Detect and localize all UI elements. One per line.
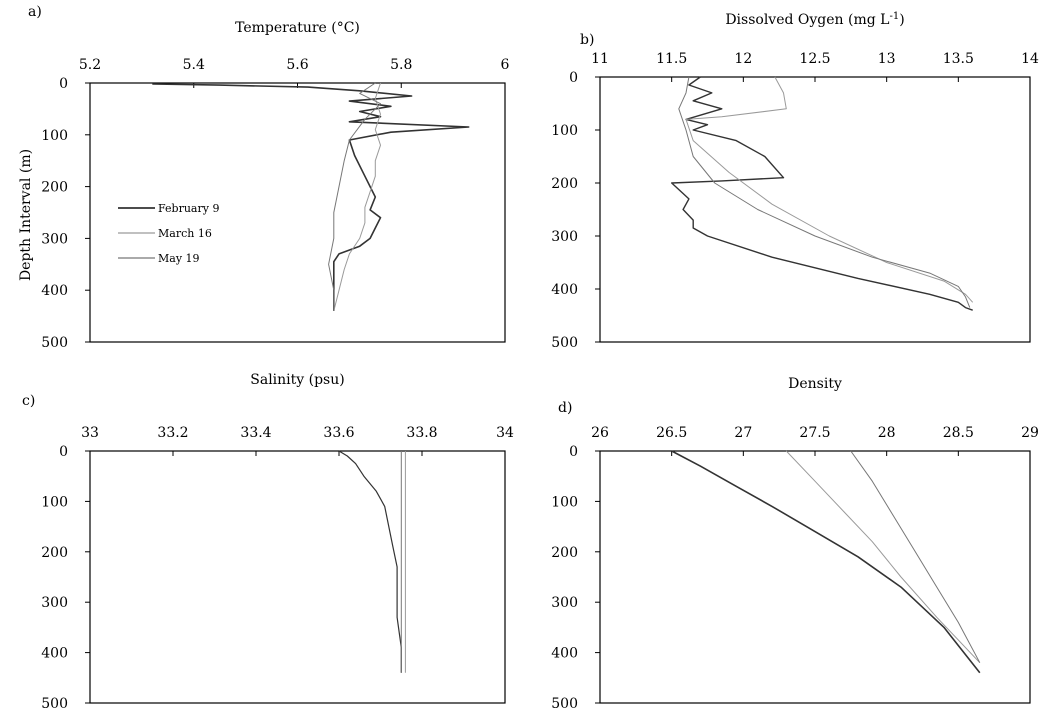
series-line-february-9 bbox=[671, 450, 981, 674]
y-tick-label: 400 bbox=[551, 646, 578, 662]
panel-label: c) bbox=[22, 393, 35, 409]
y-tick-label: 400 bbox=[41, 646, 68, 662]
x-tick-label: 34 bbox=[496, 425, 514, 441]
y-tick-label: 300 bbox=[41, 595, 68, 611]
series-line-february-9 bbox=[152, 83, 470, 311]
y-tick-label: 300 bbox=[551, 229, 578, 245]
series-line-february-9 bbox=[671, 76, 973, 311]
x-axis-title: Temperature (°C) bbox=[235, 20, 360, 36]
x-tick-label: 33.2 bbox=[157, 425, 188, 441]
series-line-february-9 bbox=[338, 450, 402, 673]
y-tick-label: 400 bbox=[551, 282, 578, 298]
y-tick-label: 0 bbox=[569, 70, 578, 86]
y-tick-label: 0 bbox=[59, 76, 68, 92]
plot-frame bbox=[599, 76, 1031, 343]
chart-panels: a) Temperature (°C) 5.2 5.4 5.6 5.8 6 0 100 200 30… bbox=[22, 4, 1039, 710]
x-tick-label: 26.5 bbox=[656, 425, 687, 441]
y-tick-label: 200 bbox=[551, 176, 578, 192]
chart-panel-4: d) Density 26 26.5 27 27.5 28 28.5 29 0 100 200 300 4… bbox=[551, 376, 1039, 710]
series-line-march-16 bbox=[785, 450, 981, 664]
x-tick-label: 26 bbox=[591, 425, 609, 441]
x-tick-label: 6 bbox=[501, 57, 510, 73]
panel-label: d) bbox=[558, 400, 572, 416]
y-tick-label: 300 bbox=[41, 231, 68, 247]
y-tick-label: 100 bbox=[41, 128, 68, 144]
legend-entry: May 19 bbox=[158, 252, 200, 265]
panel-label: a) bbox=[28, 4, 42, 20]
x-tick-label: 27 bbox=[734, 425, 752, 441]
y-tick-label: 100 bbox=[41, 494, 68, 510]
series-line-march-16 bbox=[685, 76, 974, 303]
panel-label: b) bbox=[580, 32, 594, 48]
x-tick-label: 12.5 bbox=[799, 51, 830, 67]
x-axis-title-superscript: -1 bbox=[889, 11, 899, 22]
x-tick-label: 29 bbox=[1021, 425, 1039, 441]
plot-frame bbox=[89, 450, 506, 704]
x-axis-title: Salinity (psu) bbox=[250, 372, 344, 388]
x-tick-label: 12 bbox=[734, 51, 752, 67]
x-axis-title-end: ) bbox=[899, 12, 904, 28]
x-tick-label: 33.6 bbox=[323, 425, 354, 441]
x-tick-label: 11.5 bbox=[656, 51, 687, 67]
y-tick-label: 100 bbox=[551, 494, 578, 510]
chart-panel-3: c) Salinity (psu) 33 33.2 33.4 33.6 33.8 34 0 100… bbox=[22, 372, 514, 710]
series-line-may-19 bbox=[328, 82, 381, 311]
series-line-march-16 bbox=[333, 82, 381, 312]
x-tick-label: 5.8 bbox=[390, 57, 412, 73]
x-tick-label: 5.6 bbox=[286, 57, 308, 73]
y-tick-label: 200 bbox=[41, 545, 68, 561]
y-tick-label: 200 bbox=[551, 545, 578, 561]
x-tick-label: 33.8 bbox=[406, 425, 437, 441]
chart-panel-2: b) Dissolved Oygen (mg L-1) 11 11.5 12 12.5 13… bbox=[551, 11, 1039, 352]
chart-panel-1: a) Temperature (°C) 5.2 5.4 5.6 5.8 6 0 100 200 30… bbox=[28, 4, 510, 351]
x-axis-title: Density bbox=[788, 376, 842, 392]
y-tick-label: 500 bbox=[551, 696, 578, 710]
legend-entry: February 9 bbox=[158, 202, 219, 215]
series-line-may-19 bbox=[678, 76, 971, 308]
x-tick-label: 5.4 bbox=[183, 57, 205, 73]
y-tick-label: 500 bbox=[551, 335, 578, 351]
x-tick-label: 28.5 bbox=[943, 425, 974, 441]
x-tick-label: 11 bbox=[591, 51, 609, 67]
x-tick-label: 28 bbox=[878, 425, 896, 441]
x-tick-label: 27.5 bbox=[799, 425, 830, 441]
plot-frame bbox=[89, 82, 506, 343]
y-tick-label: 100 bbox=[551, 123, 578, 139]
x-tick-label: 14 bbox=[1021, 51, 1039, 67]
x-tick-label: 13 bbox=[878, 51, 896, 67]
legend-entry: March 16 bbox=[158, 227, 212, 240]
y-tick-label: 0 bbox=[59, 444, 68, 460]
x-axis-title: Dissolved Oygen (mg L-1) bbox=[725, 11, 904, 29]
x-tick-label: 5.2 bbox=[79, 57, 101, 73]
y-tick-label: 0 bbox=[569, 444, 578, 460]
x-tick-label: 33 bbox=[81, 425, 99, 441]
y-tick-label: 400 bbox=[41, 283, 68, 299]
y-axis-label: Depth Interval (m) bbox=[18, 149, 34, 281]
legend: February 9 March 16 May 19 bbox=[118, 202, 219, 265]
x-tick-label: 13.5 bbox=[943, 51, 974, 67]
y-tick-label: 500 bbox=[41, 335, 68, 351]
y-tick-label: 500 bbox=[41, 696, 68, 710]
plot-frame bbox=[599, 450, 1031, 704]
y-tick-label: 300 bbox=[551, 595, 578, 611]
x-tick-label: 33.4 bbox=[240, 425, 271, 441]
y-tick-label: 200 bbox=[41, 180, 68, 196]
series-line-may-19 bbox=[850, 450, 981, 663]
